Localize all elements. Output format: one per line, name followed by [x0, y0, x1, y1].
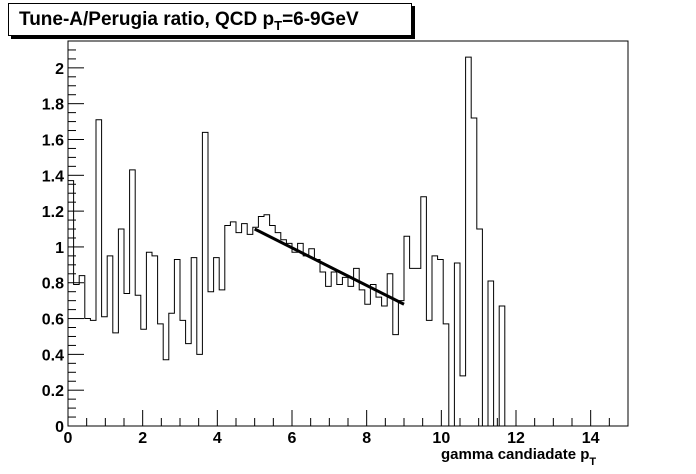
- y-tick-label: 0.4: [42, 347, 64, 364]
- x-tick-label: 8: [362, 430, 371, 447]
- chart-title: Tune-A/Perugia ratio, QCD pT=6-9GeV: [8, 3, 412, 36]
- y-tick-label: 0.8: [42, 276, 64, 293]
- y-tick-label: 1.2: [42, 204, 64, 221]
- x-axis: 0 2 4 6 8 10 12 14: [64, 410, 629, 447]
- y-tick-label: 0.6: [42, 312, 64, 329]
- chart-title-subscript: T: [274, 18, 283, 33]
- chart-title-tail: =6-9GeV: [282, 9, 359, 30]
- x-tick-label: 4: [213, 430, 222, 447]
- y-tick-label: 0: [55, 419, 64, 436]
- x-tick-label: 2: [138, 430, 147, 447]
- x-tick-label: 14: [582, 430, 600, 447]
- y-tick-label: 1.4: [42, 168, 64, 185]
- x-tick-label: 0: [64, 430, 73, 447]
- x-axis-title: gamma candiadate pT: [441, 446, 596, 468]
- x-axis-title-subscript: T: [589, 456, 596, 468]
- chart-title-main: Tune-A/Perugia ratio, QCD p: [19, 9, 275, 30]
- x-tick-label: 6: [288, 430, 297, 447]
- y-tick-label: 1: [55, 240, 64, 257]
- y-tick-label: 1.8: [42, 97, 64, 114]
- series-layer: [67, 56, 506, 427]
- x-tick-label: 10: [432, 430, 450, 447]
- x-tick-label: 12: [507, 430, 525, 447]
- x-axis-title-main: gamma candiadate p: [441, 446, 589, 463]
- y-tick-label: 2: [55, 61, 64, 78]
- fit-line: [253, 227, 405, 306]
- ratio-histogram: [67, 56, 506, 427]
- y-axis: 0 0.2 0.4 0.6 0.8 1 1.2 1.4 1.6 1.8 2: [42, 40, 84, 436]
- y-tick-label: 0.2: [42, 383, 64, 400]
- y-tick-label: 1.6: [42, 132, 64, 149]
- plot-frame: [67, 40, 629, 427]
